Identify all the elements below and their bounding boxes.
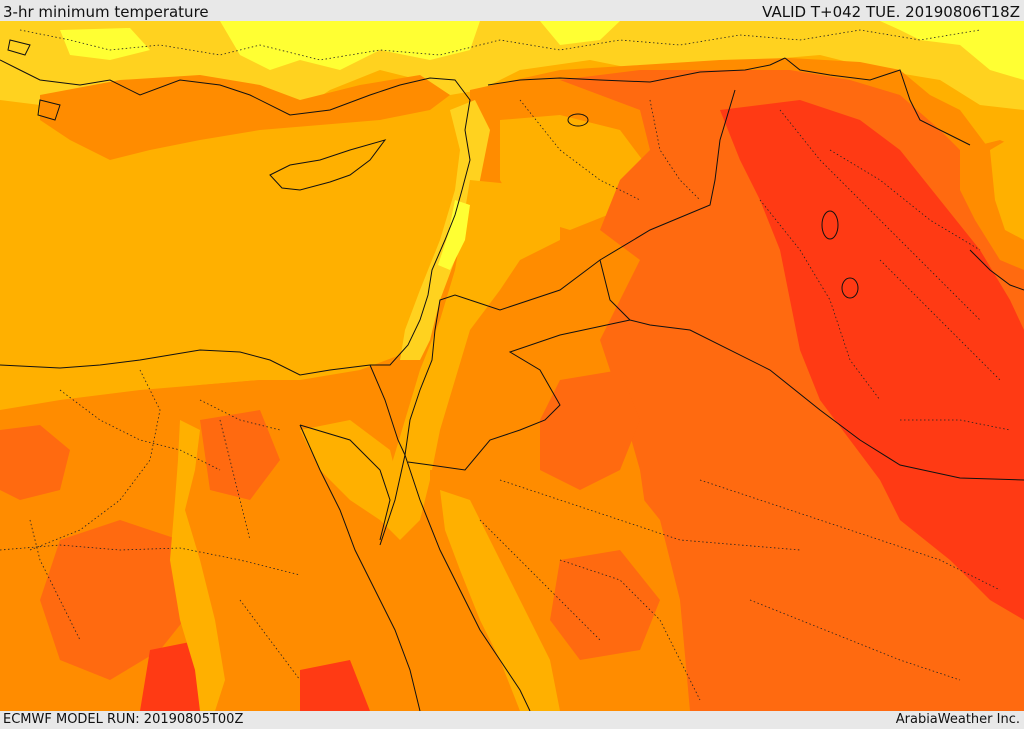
iraq-peak-heat <box>720 100 1024 620</box>
credit-label: ArabiaWeather Inc. <box>895 712 1020 727</box>
turkey-warm-coast <box>40 75 450 160</box>
turkey-cold-peaks <box>60 21 1024 80</box>
top-bar <box>0 0 1024 21</box>
saudi-hot-patches <box>540 370 660 660</box>
levant-yellow-strip <box>438 200 470 270</box>
internal-borders <box>0 29 1011 701</box>
levant-coast-cool <box>400 100 490 360</box>
nile-cool-strip <box>170 420 225 711</box>
jordan-valley-cool <box>380 180 560 540</box>
country-borders <box>369 57 1024 481</box>
map-svg <box>0 21 1024 711</box>
valid-time-label: VALID T+042 TUE. 20190806T18Z <box>762 3 1020 21</box>
sinai-cool <box>300 420 400 520</box>
model-run-label: ECMWF MODEL RUN: 20190805T00Z <box>3 712 244 727</box>
temperature-map[interactable] <box>0 21 1024 711</box>
egypt-hot-patches <box>0 410 280 680</box>
map-title: 3-hr minimum temperature <box>3 3 209 21</box>
coastlines <box>0 39 1024 711</box>
bottom-bar <box>0 711 1024 729</box>
zagros-cool <box>990 130 1024 240</box>
hejaz-cool <box>440 490 560 711</box>
